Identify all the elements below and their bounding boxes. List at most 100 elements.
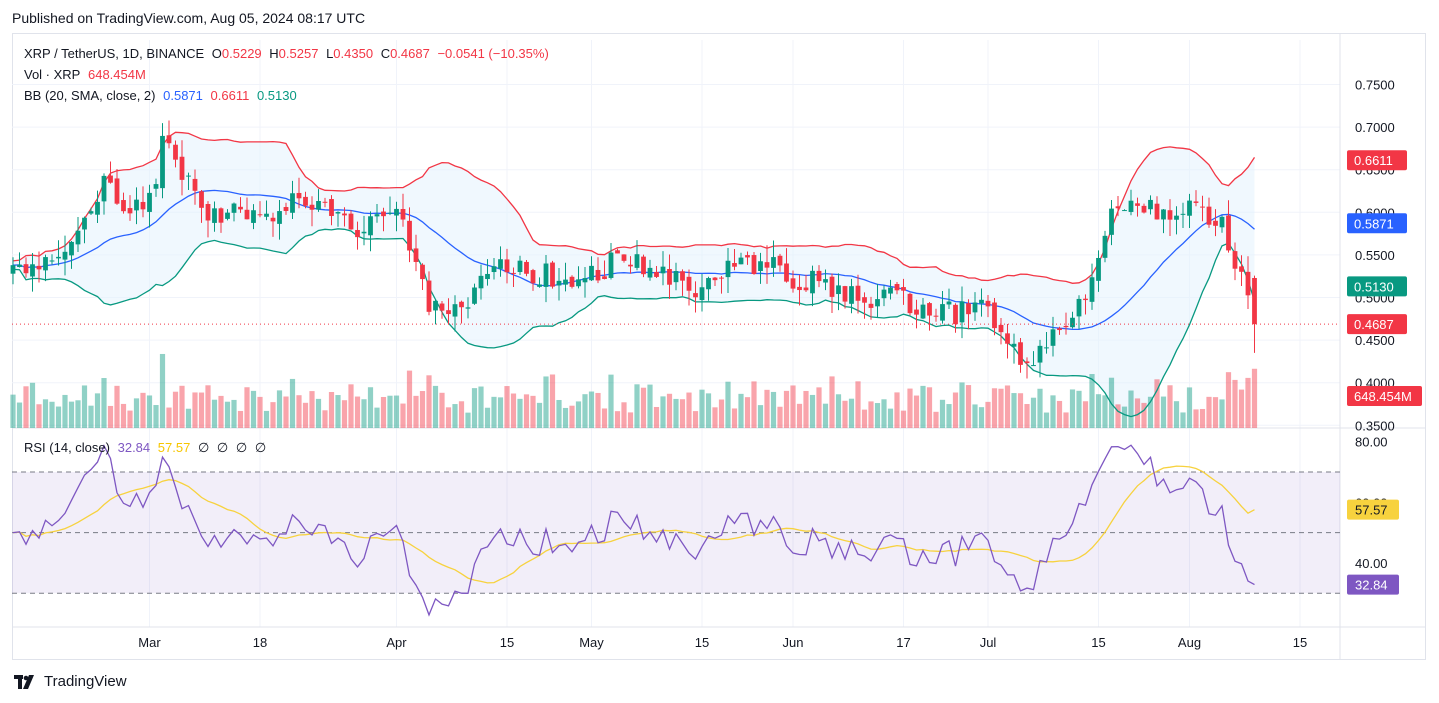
- price-label-badge: [1347, 150, 1407, 171]
- candle-body: [439, 303, 445, 311]
- volume-bar: [861, 409, 868, 428]
- volume-bar: [400, 403, 406, 428]
- legend-rsi-extra-3: ∅: [235, 440, 248, 455]
- volume-bar: [575, 401, 582, 428]
- candle-body: [738, 257, 744, 265]
- volume-bar: [1134, 398, 1141, 428]
- candle-body: [270, 217, 276, 222]
- candle-body: [803, 287, 809, 291]
- volume-bar: [140, 392, 146, 428]
- candle-body: [888, 287, 893, 294]
- candle-body: [1024, 361, 1030, 364]
- candle-body: [75, 230, 81, 245]
- volume-bar: [1160, 396, 1167, 428]
- candle-body: [23, 264, 29, 274]
- candle-body: [329, 199, 334, 216]
- legend-h-label: H: [269, 46, 279, 61]
- volume-bar: [939, 399, 946, 428]
- volume-bar: [790, 385, 796, 428]
- volume-bar: [1219, 399, 1225, 428]
- volume-bar: [1173, 401, 1180, 428]
- candle-body: [1135, 203, 1140, 206]
- volume-bar: [705, 393, 712, 428]
- legend-o: O0.5229: [212, 46, 262, 61]
- candle-body: [543, 263, 549, 287]
- legend-bb-label[interactable]: BB (20, SMA, close, 2): [24, 88, 156, 103]
- candle-body: [485, 273, 490, 280]
- candle-body: [179, 156, 185, 180]
- candle-body: [257, 214, 263, 216]
- volume-bar: [1186, 387, 1193, 428]
- candle-body: [979, 299, 984, 304]
- volume-bar: [120, 403, 127, 428]
- volume-bar: [731, 408, 738, 428]
- candle-body: [816, 270, 822, 282]
- candle-body: [1037, 345, 1043, 363]
- candle-body: [836, 285, 841, 295]
- volume-bar: [406, 370, 413, 428]
- chart-frame: [12, 33, 1426, 660]
- volume-bar: [1037, 388, 1043, 428]
- candle-body: [745, 255, 750, 258]
- volume-bar: [1004, 385, 1011, 428]
- candle-body: [1232, 251, 1238, 269]
- tradingview-brand[interactable]: TradingView: [14, 673, 127, 690]
- legend-vol-label[interactable]: Vol · XRP: [24, 67, 81, 82]
- candle-body: [615, 250, 620, 254]
- candle-body: [1154, 203, 1160, 220]
- volume-bar: [387, 395, 393, 428]
- candle-body: [647, 267, 653, 278]
- volume-bar: [796, 403, 803, 428]
- volume-bar: [751, 381, 757, 428]
- volume-bar: [855, 381, 861, 428]
- volume-bar: [1232, 379, 1238, 428]
- volume-bar: [829, 376, 835, 428]
- candle-body: [1005, 333, 1010, 344]
- candle-body: [602, 276, 607, 280]
- candle-body: [452, 304, 458, 317]
- candle-body: [628, 264, 633, 267]
- candle-body: [810, 270, 815, 294]
- volume-bar: [263, 410, 270, 428]
- volume-bar: [809, 394, 816, 428]
- candle-body: [1180, 213, 1186, 215]
- candle-body: [517, 260, 523, 273]
- volume-bar: [1043, 412, 1050, 428]
- volume-bar: [510, 393, 517, 428]
- candle-body: [608, 252, 614, 278]
- candle-body: [1128, 200, 1134, 212]
- candle-body: [95, 201, 100, 215]
- volume-bar: [692, 411, 699, 428]
- volume-bar: [588, 391, 595, 428]
- volume-bar: [1193, 409, 1199, 428]
- time-axis-tick: 15: [695, 635, 709, 650]
- time-axis-tick: 17: [896, 635, 910, 650]
- legend-symbol[interactable]: XRP / TetherUS, 1D, BINANCE: [24, 46, 205, 61]
- candle-body: [1161, 209, 1166, 220]
- candle-body: [342, 213, 347, 216]
- candle-body: [472, 287, 477, 304]
- volume-bar: [42, 399, 49, 428]
- rsi-label: 32.84: [1355, 578, 1388, 593]
- volume-bar: [549, 374, 556, 428]
- volume-bar: [328, 391, 335, 428]
- candle-body: [777, 255, 783, 266]
- candle-body: [621, 254, 627, 261]
- candle-body: [940, 304, 945, 321]
- candle-body: [1252, 277, 1257, 325]
- candle-body: [1213, 220, 1218, 226]
- volume-bar: [341, 400, 348, 428]
- candle-body: [400, 209, 406, 220]
- candle-body: [712, 277, 718, 281]
- time-axis-tick: 15: [1091, 635, 1105, 650]
- candle-body: [784, 263, 789, 282]
- candle-body: [348, 213, 354, 230]
- legend-rsi-label[interactable]: RSI (14, close): [24, 440, 110, 455]
- rsi-axis-tick: 40.00: [1355, 556, 1388, 571]
- candle-body: [212, 208, 217, 223]
- candle-body: [264, 213, 269, 217]
- volume-bar: [452, 404, 458, 428]
- volume-bar: [653, 406, 660, 428]
- candle-body: [251, 210, 256, 223]
